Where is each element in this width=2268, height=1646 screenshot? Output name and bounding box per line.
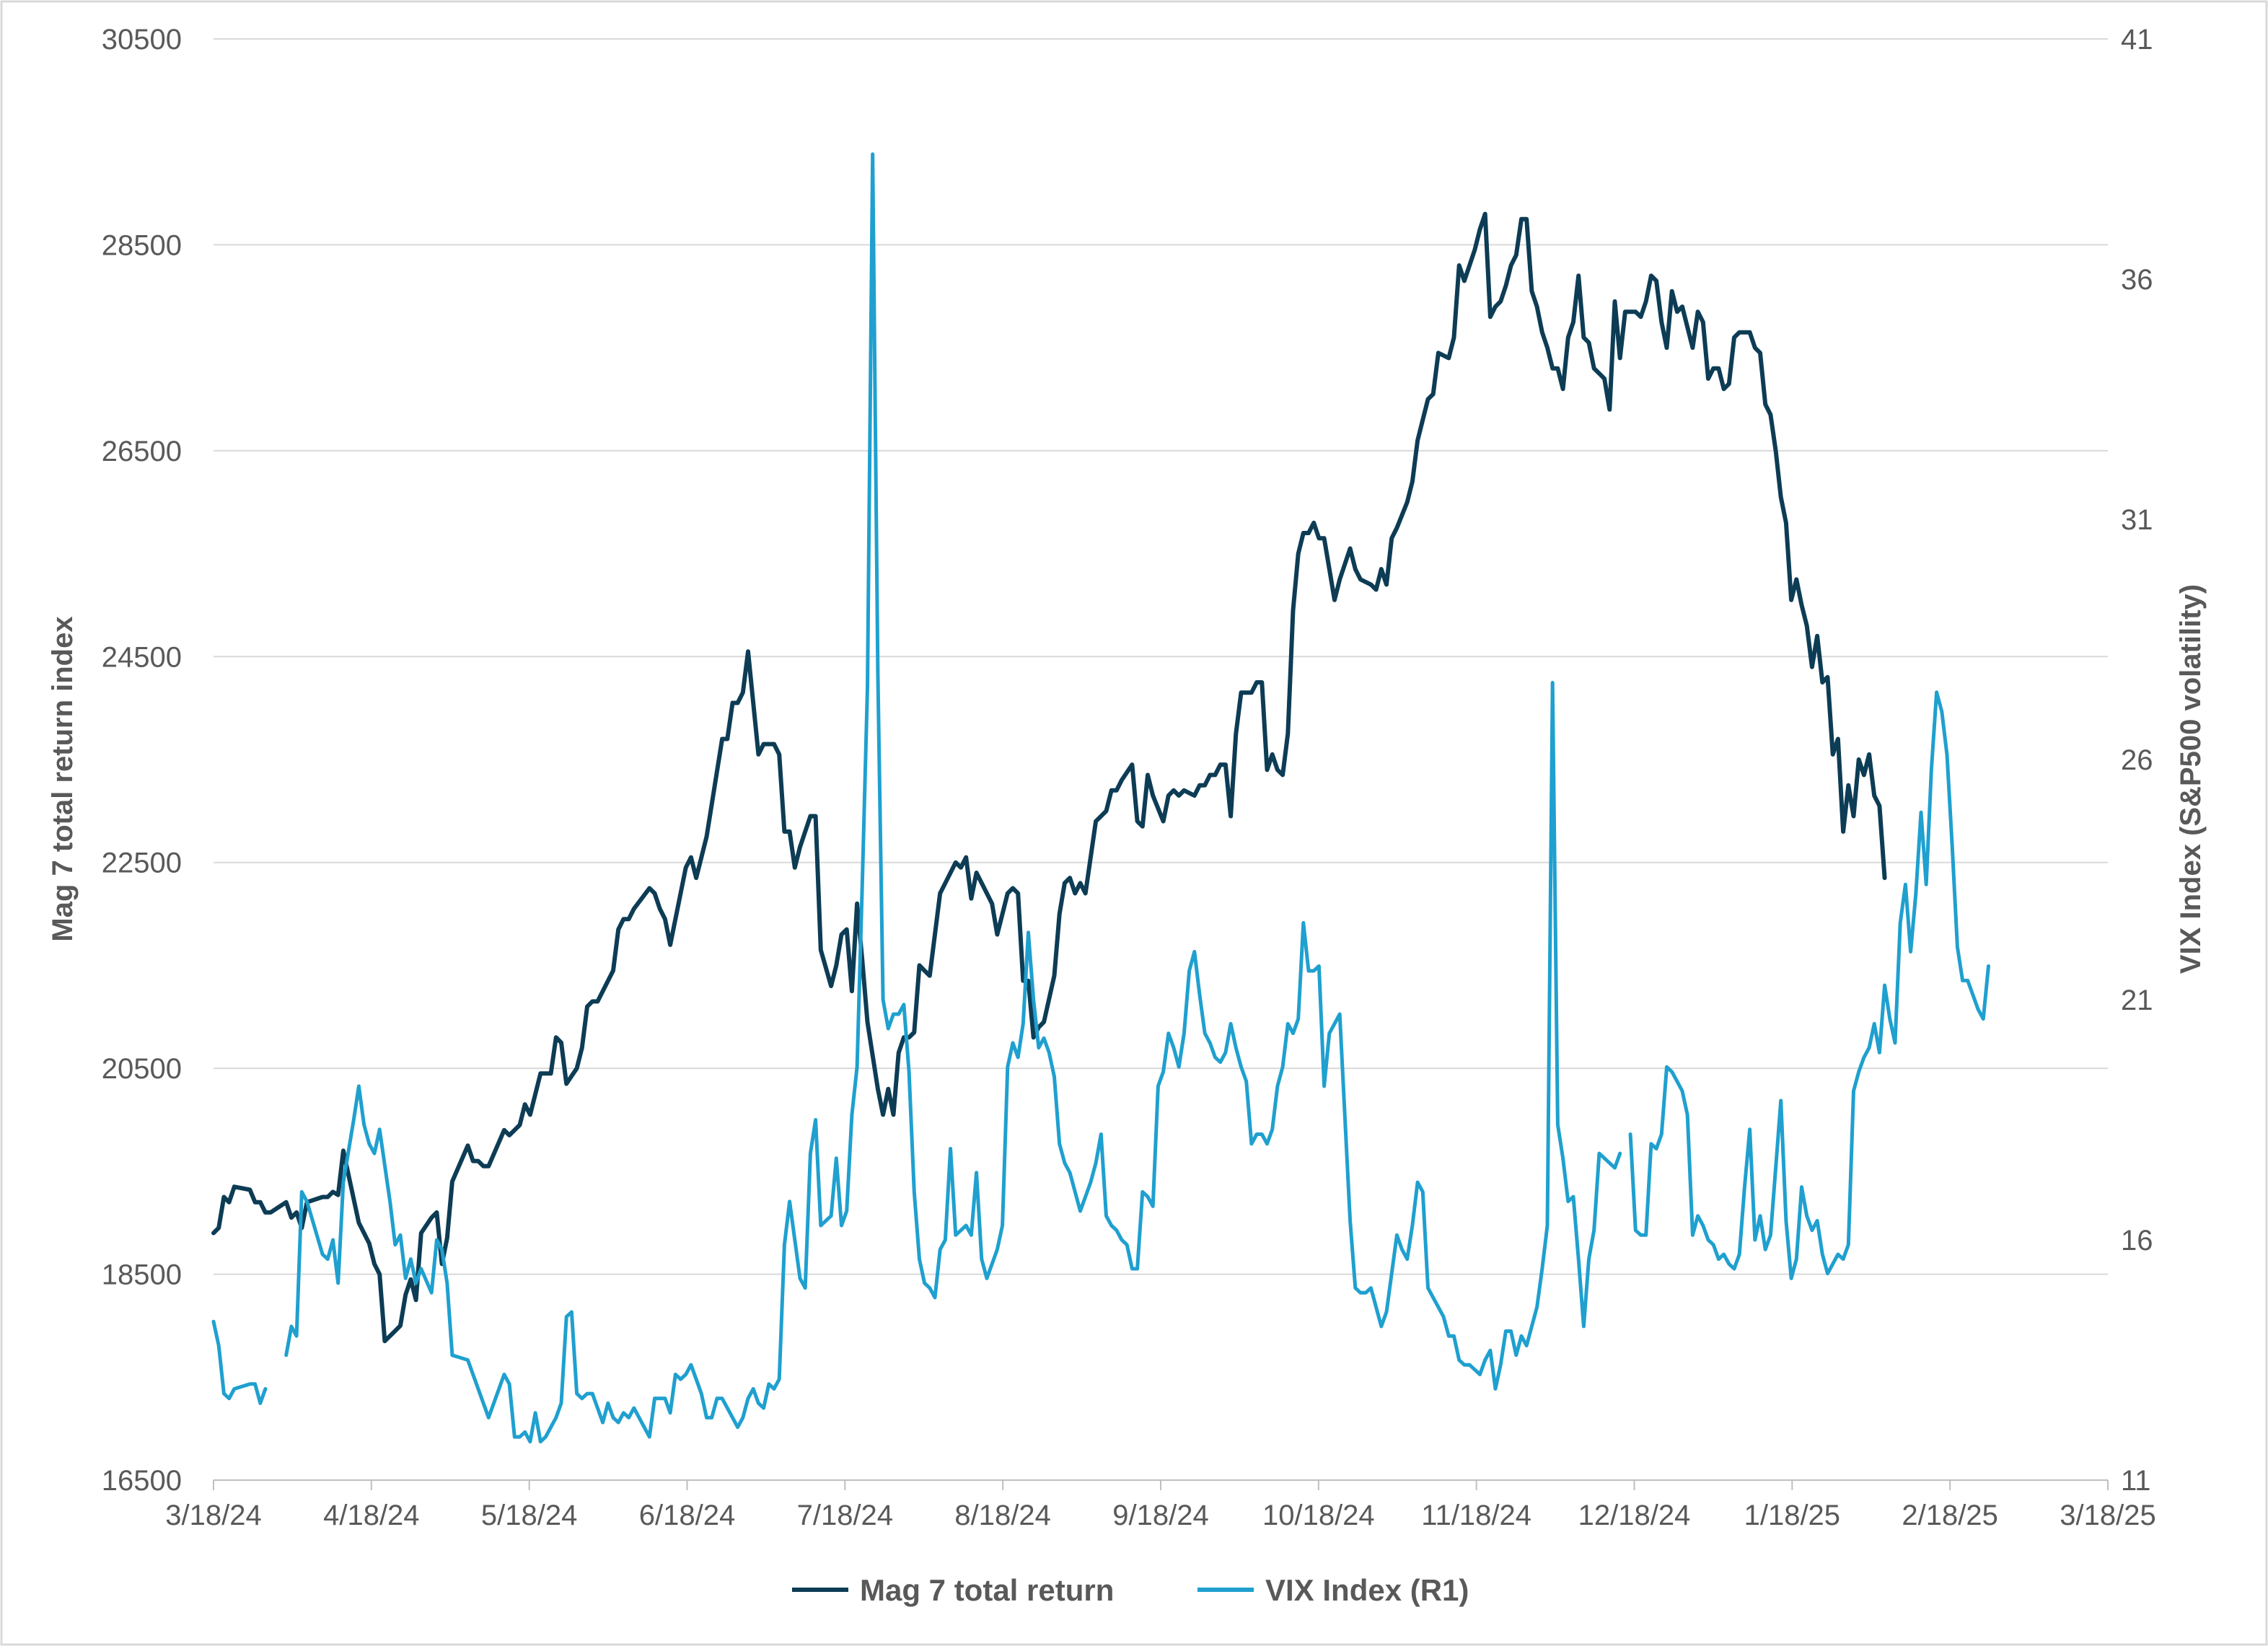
- y-left-tick-label: 22500: [102, 848, 182, 879]
- y-left-tick-label: 28500: [102, 229, 182, 261]
- y-axis-right-ticks: 11 16 21 26 31 36 41: [2121, 24, 2153, 1497]
- y-left-tick-label: 30500: [102, 24, 182, 56]
- y-right-tick-label: 41: [2121, 24, 2153, 56]
- y-left-tick-label: 24500: [102, 641, 182, 673]
- x-tick-label: 1/18/25: [1744, 1500, 1840, 1531]
- y-right-tick-label: 11: [2121, 1465, 2151, 1497]
- y-left-tick-label: 26500: [102, 436, 182, 467]
- y-right-tick-label: 21: [2121, 985, 2153, 1016]
- x-tick-label: 11/18/24: [1421, 1500, 1531, 1531]
- x-axis: 3/18/24 4/18/24 5/18/24 6/18/24 7/18/24 8/18/…: [165, 1479, 2156, 1531]
- x-tick-label: 6/18/24: [639, 1500, 735, 1531]
- series-line-mag7: [211, 211, 1887, 1344]
- x-tick-label: 10/18/24: [1262, 1500, 1375, 1531]
- y-left-tick-label: 16500: [102, 1465, 182, 1497]
- y-right-tick-label: 16: [2121, 1225, 2153, 1256]
- x-tick-label: 2/18/25: [1902, 1500, 1997, 1531]
- legend-label-vix: VIX Index (R1): [1265, 1573, 1469, 1607]
- series-layer: [211, 152, 1990, 1444]
- x-tick-label: 4/18/24: [323, 1500, 419, 1531]
- y-left-tick-label: 20500: [102, 1053, 182, 1085]
- y-axis-left-ticks: 16500 18500 20500 22500 24500 26500 28500 30500: [102, 24, 182, 1497]
- y-right-tick-label: 31: [2121, 504, 2153, 536]
- x-tick-label: 7/18/24: [797, 1500, 893, 1531]
- y-right-tick-label: 26: [2121, 744, 2153, 776]
- x-tick-label: 8/18/24: [954, 1500, 1050, 1531]
- x-tick-label: 12/18/24: [1578, 1500, 1691, 1531]
- x-tick-label: 5/18/24: [481, 1500, 577, 1531]
- x-tick-label: 3/18/25: [2060, 1500, 2155, 1531]
- legend: Mag 7 total return VIX Index (R1): [792, 1573, 1469, 1607]
- x-tick-label: 9/18/24: [1112, 1500, 1208, 1531]
- series-line-vix: [211, 152, 1990, 1444]
- gridlines: [214, 38, 2108, 1275]
- y-left-tick-label: 18500: [102, 1259, 182, 1291]
- y-axis-right-title: VIX Index (S&P500 volatility): [2175, 584, 2207, 974]
- legend-label-mag7: Mag 7 total return: [860, 1573, 1114, 1607]
- y-right-tick-label: 36: [2121, 264, 2153, 296]
- x-tick-label: 3/18/24: [165, 1500, 261, 1531]
- y-axis-left-title: Mag 7 total return index: [47, 616, 79, 941]
